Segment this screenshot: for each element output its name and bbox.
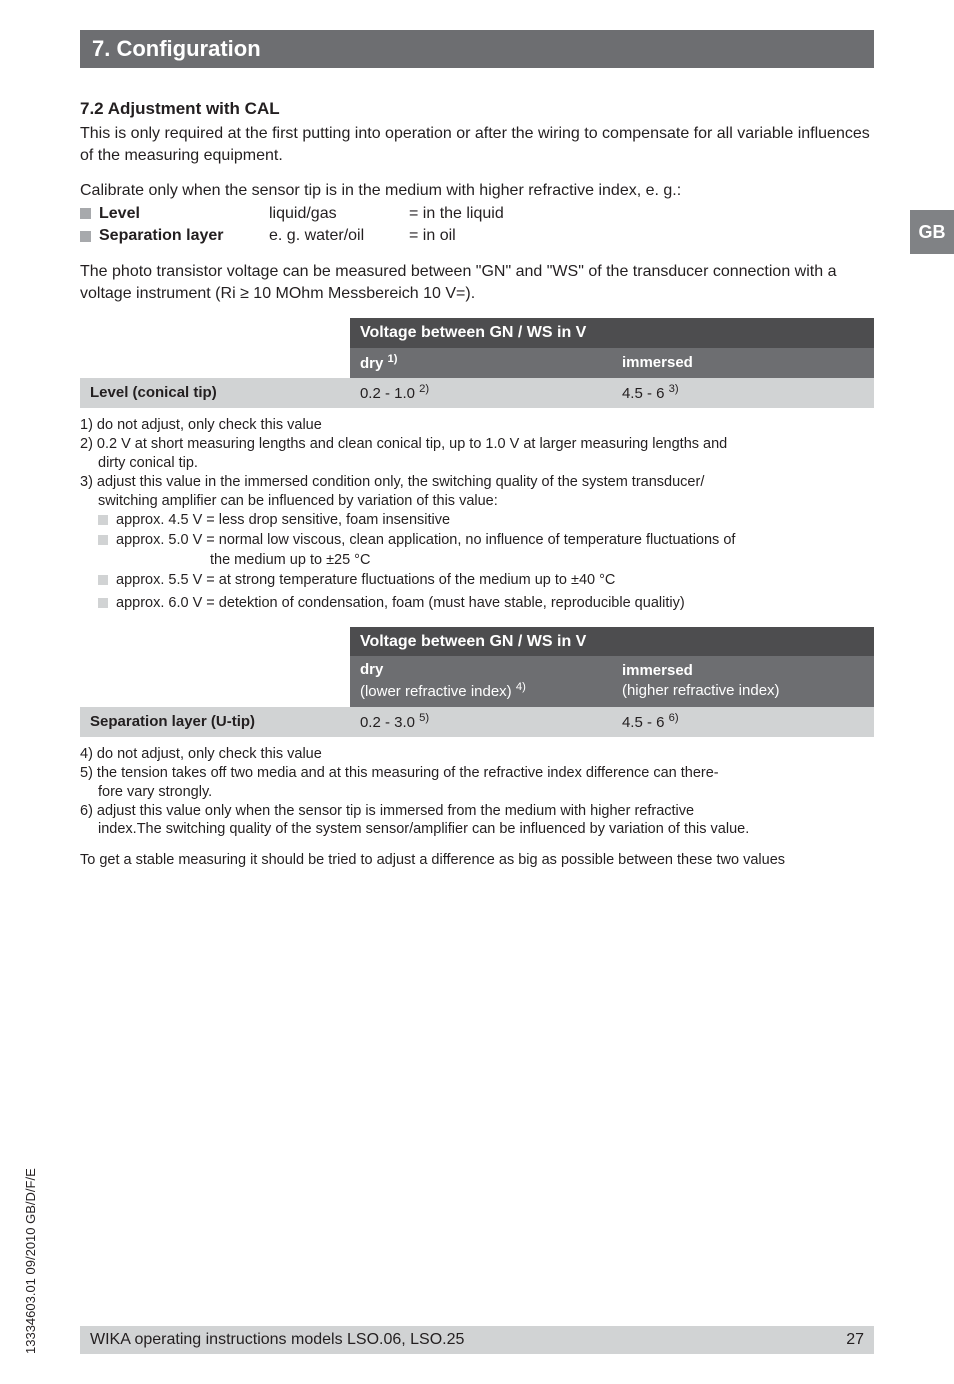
side-doc-number: 13334603.01 09/2010 GB/D/F/E — [23, 1168, 38, 1354]
blank-cell — [80, 348, 350, 378]
fn4: 4) do not adjust, only check this value — [80, 745, 874, 764]
blank-cell — [80, 656, 350, 707]
voltage-table-2: Voltage between GN / WS in V dry (lower … — [80, 627, 874, 737]
square-bullet-icon — [80, 231, 91, 242]
t1-dry-text: dry — [360, 355, 388, 372]
sep-label: Separation layer — [99, 225, 269, 247]
t1-imm-v: 4.5 - 6 — [622, 385, 669, 402]
footnotes-1: 1) do not adjust, only check this value … — [80, 416, 874, 612]
t2-imm-l2: (higher refractive index) — [622, 682, 780, 699]
square-bullet-icon — [98, 515, 108, 525]
fn3-b4-text: approx. 6.0 V = detektion of condensatio… — [116, 594, 685, 613]
subsection-title: 7.2 Adjustment with CAL — [80, 98, 874, 121]
intro-paragraph: This is only required at the first putti… — [80, 123, 874, 166]
table1-sub-dry: dry 1) — [350, 348, 612, 378]
fn5: 5) the tension takes off two media and a… — [80, 764, 874, 783]
bullet-level: Level liquid/gas = in the liquid — [80, 203, 874, 225]
fn3-b3-text: approx. 5.5 V = at strong temperature fl… — [116, 571, 615, 590]
table2-sub-dry: dry (lower refractive index) 4) — [350, 656, 612, 707]
t1-dry-v: 0.2 - 1.0 — [360, 385, 419, 402]
t2-dry-s: 5) — [419, 712, 429, 724]
section-header: 7. Configuration — [80, 30, 874, 68]
voltage-table-1: Voltage between GN / WS in V dry 1) imme… — [80, 318, 874, 408]
fn6b: index.The switching quality of the syste… — [80, 820, 874, 839]
fn6: 6) adjust this value only when the senso… — [80, 802, 874, 821]
level-col3: = in the liquid — [409, 203, 504, 225]
photo-line: The photo transistor voltage can be meas… — [80, 261, 874, 304]
t2-imm-v: 4.5 - 6 — [622, 714, 669, 731]
table2-row-label: Separation layer (U-tip) — [80, 707, 350, 737]
footer-left: WIKA operating instructions models LSO.0… — [90, 1331, 464, 1349]
blank-cell — [80, 318, 350, 348]
t1-dry-s: 2) — [419, 383, 429, 395]
table2-imm-val: 4.5 - 6 6) — [612, 707, 874, 737]
sep-col3: = in oil — [409, 225, 456, 247]
level-label: Level — [99, 203, 269, 225]
fn3-bullet3: approx. 5.5 V = at strong temperature fl… — [80, 571, 874, 590]
t2-dry-l1: dry — [360, 661, 383, 678]
sep-col2: e. g. water/oil — [269, 225, 409, 247]
table2-dry-val: 0.2 - 3.0 5) — [350, 707, 612, 737]
calibrate-line: Calibrate only when the sensor tip is in… — [80, 180, 874, 202]
footer-bar: WIKA operating instructions models LSO.0… — [80, 1326, 874, 1354]
t2-dry-v: 0.2 - 3.0 — [360, 714, 419, 731]
t2-imm-s: 6) — [669, 712, 679, 724]
fn3-bullet1: approx. 4.5 V = less drop sensitive, foa… — [80, 511, 874, 530]
t2-imm-l1: immersed — [622, 662, 693, 679]
language-tab: GB — [910, 210, 954, 254]
blank-cell — [80, 627, 350, 657]
square-bullet-icon — [98, 598, 108, 608]
fn3-b1-text: approx. 4.5 V = less drop sensitive, foa… — [116, 511, 450, 530]
fn3: 3) adjust this value in the immersed con… — [80, 473, 874, 492]
table2-sub-immersed: immersed (higher refractive index) — [612, 656, 874, 707]
t1-imm-s: 3) — [669, 383, 679, 395]
fn3-bullet2: approx. 5.0 V = normal low viscous, clea… — [80, 531, 874, 550]
table1-imm-val: 4.5 - 6 3) — [612, 378, 874, 408]
fn3-bullet4: approx. 6.0 V = detektion of condensatio… — [80, 594, 874, 613]
fn3-b2b: the medium up to ±25 °C — [80, 551, 874, 570]
table1-sub-immersed: immersed — [612, 348, 874, 378]
table1-dry-val: 0.2 - 1.0 2) — [350, 378, 612, 408]
t2-dry-sup: 4) — [516, 681, 526, 693]
bullet-separation: Separation layer e. g. water/oil = in oi… — [80, 225, 874, 247]
fn2: 2) 0.2 V at short measuring lengths and … — [80, 435, 874, 454]
fn2b: dirty conical tip. — [80, 454, 874, 473]
section-header-text: 7. Configuration — [92, 36, 261, 61]
table1-header: Voltage between GN / WS in V — [350, 318, 874, 348]
level-col2: liquid/gas — [269, 203, 409, 225]
footer-page-number: 27 — [846, 1331, 864, 1349]
square-bullet-icon — [80, 208, 91, 219]
fn5b: fore vary strongly. — [80, 783, 874, 802]
t1-dry-sup: 1) — [387, 353, 397, 365]
fn1: 1) do not adjust, only check this value — [80, 416, 874, 435]
table2-header: Voltage between GN / WS in V — [350, 627, 874, 657]
closing-para: To get a stable measuring it should be t… — [80, 851, 874, 870]
table1-row-label: Level (conical tip) — [80, 378, 350, 408]
square-bullet-icon — [98, 535, 108, 545]
fn3b: switching amplifier can be influenced by… — [80, 492, 874, 511]
page-content: 7.2 Adjustment with CAL This is only req… — [0, 68, 954, 870]
fn3-b2-text: approx. 5.0 V = normal low viscous, clea… — [116, 531, 735, 550]
footnotes-2: 4) do not adjust, only check this value … — [80, 745, 874, 870]
square-bullet-icon — [98, 575, 108, 585]
t2-dry-l2: (lower refractive index) — [360, 683, 516, 700]
language-tab-text: GB — [919, 222, 946, 243]
